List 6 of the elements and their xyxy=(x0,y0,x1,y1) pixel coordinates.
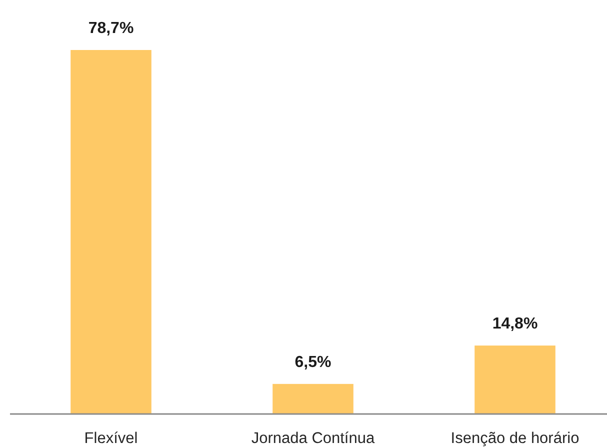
data-label: 78,7% xyxy=(88,20,134,37)
x-tick-label: Isenção de horário xyxy=(450,430,580,447)
data-label: 6,5% xyxy=(294,354,332,371)
x-tick-label: Flexível xyxy=(84,430,138,447)
data-label: 14,8% xyxy=(492,316,538,333)
x-tick-label: Jornada Contínua xyxy=(251,430,375,447)
